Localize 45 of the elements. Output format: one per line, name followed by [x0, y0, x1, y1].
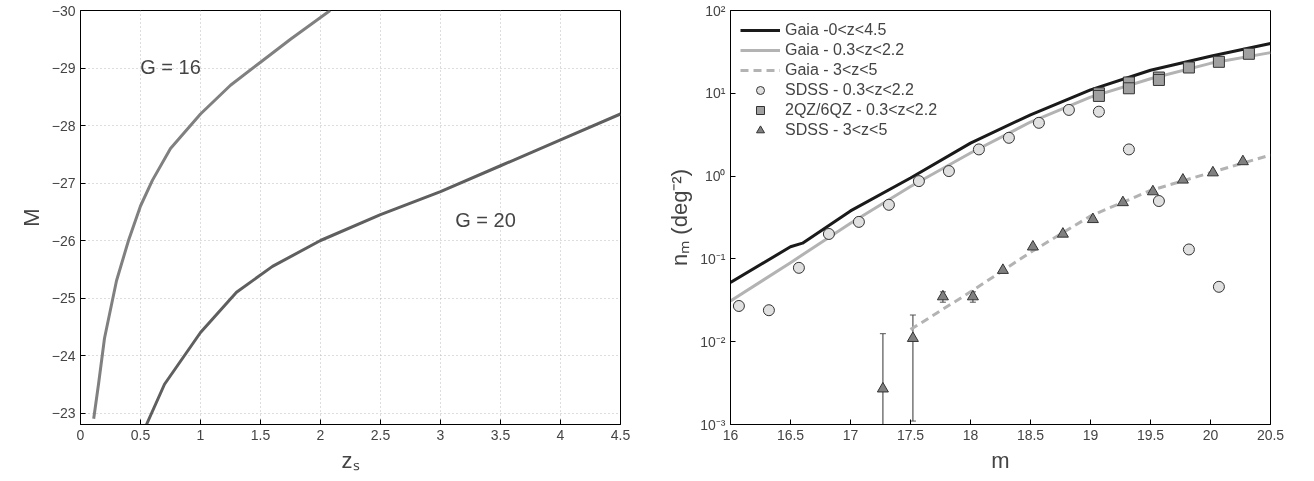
- y-axis-title: nₘ (deg⁻²): [667, 168, 693, 267]
- legend-label: 2QZ/6QZ - 0.3<z<2.2: [785, 101, 938, 119]
- x-tick-label: 4.5: [610, 426, 631, 443]
- annotation: G = 16: [140, 56, 201, 79]
- x-tick-label: 16.5: [776, 426, 805, 443]
- y-axis-title: M: [18, 208, 44, 227]
- y-tick-label: −29: [51, 60, 76, 76]
- y-tick-label: −23: [51, 405, 76, 421]
- x-tick-label: 19.5: [1136, 426, 1165, 443]
- y-tick-label: 10⁻²: [700, 333, 726, 350]
- y-tick-label: −30: [51, 2, 76, 19]
- x-tick-label: 18: [962, 426, 979, 443]
- y-tick-label: −24: [51, 347, 76, 364]
- x-tick-label: 3: [436, 426, 445, 443]
- x-tick-label: 2: [316, 426, 325, 443]
- x-tick-label: 0: [76, 426, 85, 443]
- y-tick-label: −27: [51, 175, 76, 191]
- x-tick-label: 17: [842, 426, 859, 443]
- y-tick-label: −26: [51, 232, 76, 249]
- x-tick-label: 2.5: [370, 426, 391, 443]
- y-tick-label: −28: [51, 117, 76, 134]
- x-tick-label: 20.5: [1256, 426, 1285, 443]
- x-tick-label: 4: [556, 426, 565, 443]
- x-tick-label: 20: [1202, 426, 1219, 443]
- legend-label: SDSS - 0.3<z<2.2: [785, 81, 914, 99]
- y-tick-label: 10⁻¹: [700, 250, 726, 267]
- y-tick-label: 10⁰: [704, 168, 726, 185]
- y-tick-label: 10²: [705, 2, 726, 19]
- x-tick-label: 19: [1082, 426, 1099, 443]
- x-tick-label: 1: [196, 426, 205, 443]
- x-axis-title: m: [991, 447, 1010, 473]
- annotation: G = 20: [455, 208, 516, 231]
- legend-label: Gaia - 3<z<5: [785, 61, 878, 79]
- x-tick-label: 1.5: [250, 426, 271, 443]
- legend-label: SDSS - 3<z<5: [785, 121, 888, 139]
- y-tick-label: 10¹: [705, 85, 726, 102]
- x-tick-label: 16: [722, 426, 739, 443]
- legend-label: Gaia - 0.3<z<2.2: [785, 41, 905, 59]
- x-axis-title: zₛ: [341, 447, 360, 473]
- x-tick-label: 17.5: [896, 426, 925, 443]
- x-tick-label: 18.5: [1016, 426, 1045, 443]
- legend-label: Gaia -0<z<4.5: [785, 21, 887, 39]
- x-tick-label: 3.5: [490, 426, 511, 443]
- y-tick-label: −25: [51, 290, 76, 306]
- x-tick-label: 0.5: [130, 426, 151, 443]
